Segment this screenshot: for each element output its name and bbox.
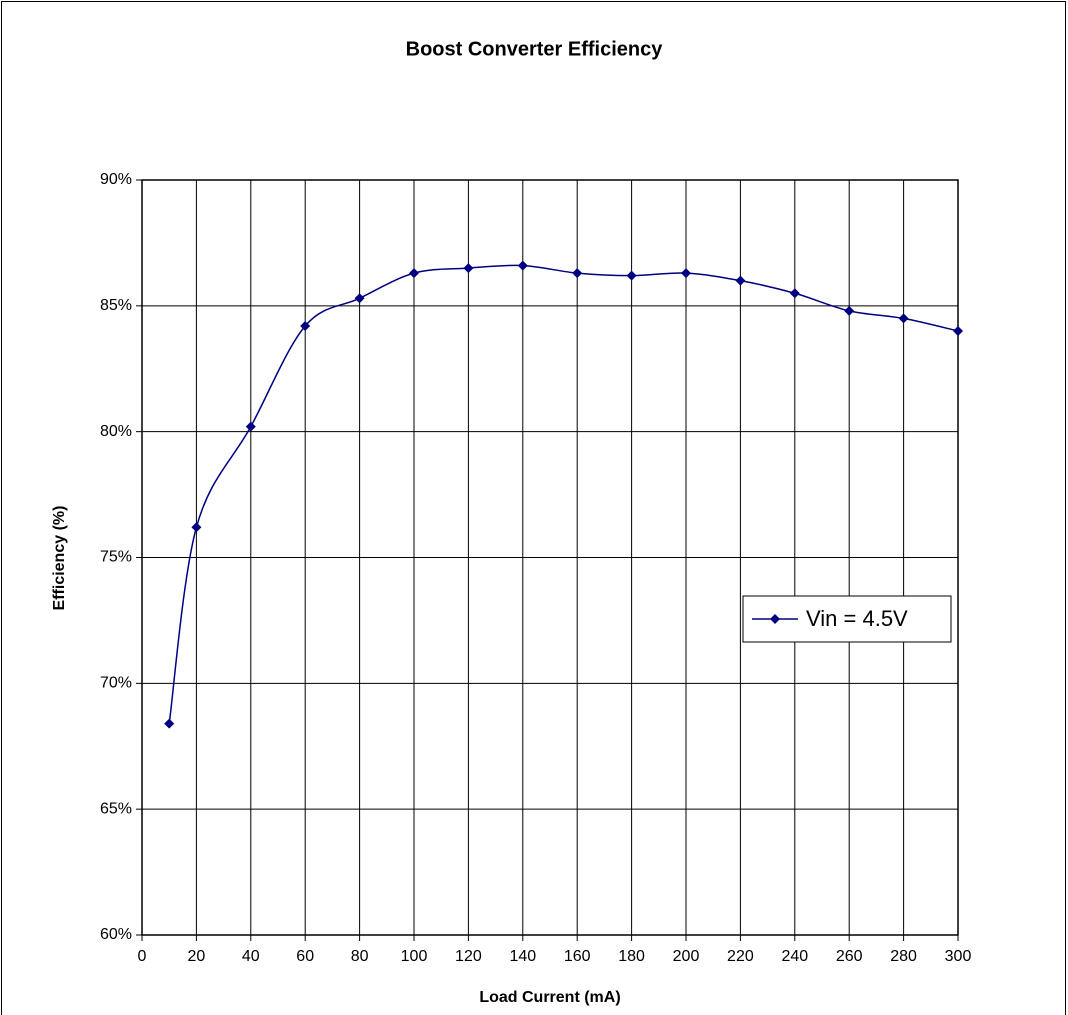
legend-label: Vin = 4.5V [806,606,908,631]
x-tick-label: 120 [455,948,482,965]
data-point [789,288,800,299]
x-tick-label: 180 [618,948,645,965]
x-tick-label: 200 [673,948,700,965]
data-point [191,522,202,533]
x-tick-label: 40 [242,948,260,965]
data-point [300,320,311,331]
x-tick-label: 60 [296,948,314,965]
data-point [572,268,583,279]
data-point [245,421,256,432]
data-point [735,275,746,286]
data-point [517,260,528,271]
y-tick-label: 60% [100,926,132,943]
x-tick-label: 300 [945,948,972,965]
data-point [164,718,175,729]
y-tick-label: 90% [100,171,132,188]
series-line [168,264,959,724]
y-tick-label: 75% [100,549,132,566]
y-axis-label: Efficiency (%) [51,506,68,611]
x-tick-label: 260 [836,948,863,965]
x-tick-label: 20 [188,948,206,965]
plot-area [141,179,959,936]
y-tick-label: 70% [100,675,132,692]
data-point [898,313,909,324]
x-tick-label: 160 [564,948,591,965]
x-tick-label: 0 [138,948,147,965]
x-tick-label: 100 [401,948,428,965]
data-point [844,305,855,316]
x-tick-label: 80 [351,948,369,965]
data-point [409,268,419,279]
data-point [354,293,365,304]
data-point [681,268,691,279]
x-axis-label: Load Current (mA) [479,989,620,1006]
x-tick-label: 140 [509,948,536,965]
y-tick-label: 65% [100,800,132,817]
data-point [953,326,963,336]
x-tick-label: 220 [727,948,754,965]
chart-title: Boost Converter Efficiency [406,38,664,60]
x-tick-label: 280 [890,948,917,965]
legend-marker [770,614,780,624]
y-tick-label: 80% [100,423,132,440]
y-tick-label: 85% [100,297,132,314]
data-point [463,263,474,274]
data-point [626,270,637,281]
x-tick-label: 240 [781,948,808,965]
